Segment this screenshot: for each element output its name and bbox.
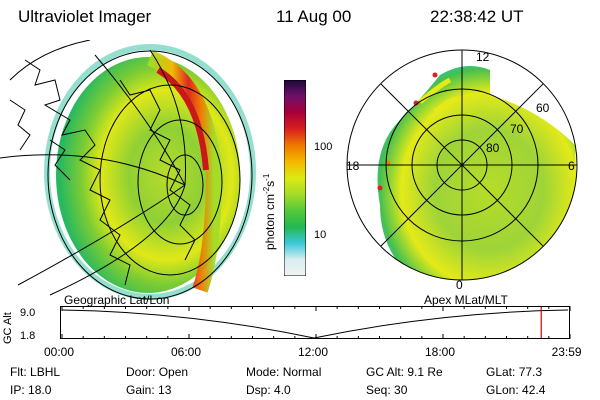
seq-label: Seq:: [366, 383, 391, 397]
colorbar-label: photon cm-2s-1: [262, 174, 277, 250]
altitude-timeline: [60, 306, 571, 339]
colorbar-label-mid: s: [263, 180, 277, 187]
geo-coastline-2: [119, 79, 196, 261]
ip-value: 18.0: [28, 383, 52, 397]
apex-mlt-6: 6: [568, 159, 575, 173]
altitude-curve: [61, 309, 569, 339]
door-value: Open: [158, 365, 189, 379]
timeline-ylabel-wrap: GC Alt: [2, 300, 16, 346]
glat-value: 77.3: [518, 365, 543, 379]
flt-value: LBHL: [30, 365, 61, 379]
dsp-label: Dsp:: [246, 383, 271, 397]
info-glat: GLat: 77.3: [486, 366, 542, 378]
observation-date: 11 Aug 00: [276, 7, 352, 26]
geo-grid: [0, 40, 253, 300]
apex-grid: [346, 49, 578, 281]
info-flt: Flt: LBHL: [10, 366, 60, 378]
timeline-xtick-3: 18:00: [425, 345, 456, 359]
colorbar-tick-100: 100: [314, 141, 333, 153]
info-door: Door: Open: [126, 366, 188, 378]
door-label: Door:: [126, 365, 156, 379]
gcalt-label: GC Alt:: [366, 365, 405, 379]
info-seq: Seq: 30: [366, 384, 407, 396]
seq-value: 30: [394, 383, 408, 397]
apex-caption: Apex MLat/MLT: [424, 293, 508, 307]
timeline-ytick-high: 9.0: [20, 307, 36, 319]
gain-value: 13: [158, 383, 172, 397]
apex-mlt-18: 18: [346, 159, 360, 173]
colorbar-label-exp1: -2: [262, 186, 271, 194]
colorbar-tick-10: 10: [314, 229, 327, 241]
apex-bright-spot-3: [385, 160, 391, 166]
mode-label: Mode:: [246, 365, 280, 379]
apex-coverage: [377, 66, 577, 280]
ip-label: IP:: [10, 383, 25, 397]
gcalt-value: 9.1 Re: [407, 365, 443, 379]
apex-bright-spot-2: [413, 100, 419, 106]
geo-auroral-arc: [146, 50, 223, 293]
info-ip: IP: 18.0: [10, 384, 51, 396]
apex-lat-70: 70: [510, 122, 524, 136]
dsp-value: 4.0: [274, 383, 291, 397]
timeline-xtick-0: 00:00: [44, 345, 75, 359]
glon-value: 42.4: [522, 383, 546, 397]
info-dsp: Dsp: 4.0: [246, 384, 291, 396]
colorbar-gradient: [283, 79, 307, 277]
timeline-frame: [60, 306, 570, 339]
geo-coastline: [24, 59, 131, 286]
geographic-caption: Geographic Lat/Lon: [64, 293, 170, 307]
info-mode: Mode: Normal: [246, 366, 321, 378]
timeline-xtick-4: 23:59: [551, 345, 582, 359]
colorbar-label-exp2: -1: [262, 173, 271, 181]
info-gcalt: GC Alt: 9.1 Re: [366, 366, 443, 378]
geographic-image: [0, 40, 256, 300]
timeline-ylabel: GC Alt: [2, 312, 14, 344]
apex-bright-spot-1: [432, 72, 438, 78]
apex-mlt-0: 0: [456, 278, 463, 292]
timeline-xtick-2: 12:00: [298, 345, 329, 359]
timeline-ticks: [61, 306, 571, 339]
geo-coastline-3: [9, 99, 71, 181]
apex-bright-spot-4: [377, 185, 383, 191]
gain-label: Gain:: [126, 383, 155, 397]
apex-mlt-12: 12: [476, 50, 490, 64]
colorbar: [283, 79, 307, 277]
timeline-ytick-low: 1.8: [20, 330, 36, 342]
info-glon: GLon: 42.4: [486, 384, 545, 396]
glat-label: GLat:: [486, 365, 516, 379]
geo-outer-halo: [44, 44, 256, 300]
timeline-xtick-1: 06:00: [171, 345, 202, 359]
observation-time: 22:38:42 UT: [430, 7, 524, 26]
glon-label: GLon:: [486, 383, 519, 397]
geo-auroral-core: [156, 67, 209, 171]
info-gain: Gain: 13: [126, 384, 171, 396]
mode-value: Normal: [282, 365, 322, 379]
apex-lat-80: 80: [486, 141, 500, 155]
apex-image: 12 18 6 0 60 70 80: [346, 49, 578, 292]
colorbar-label-text: photon cm: [263, 193, 277, 250]
flt-label: Flt:: [10, 365, 27, 379]
instrument-title: Ultraviolet Imager: [18, 7, 152, 26]
apex-lat-60: 60: [536, 101, 550, 115]
